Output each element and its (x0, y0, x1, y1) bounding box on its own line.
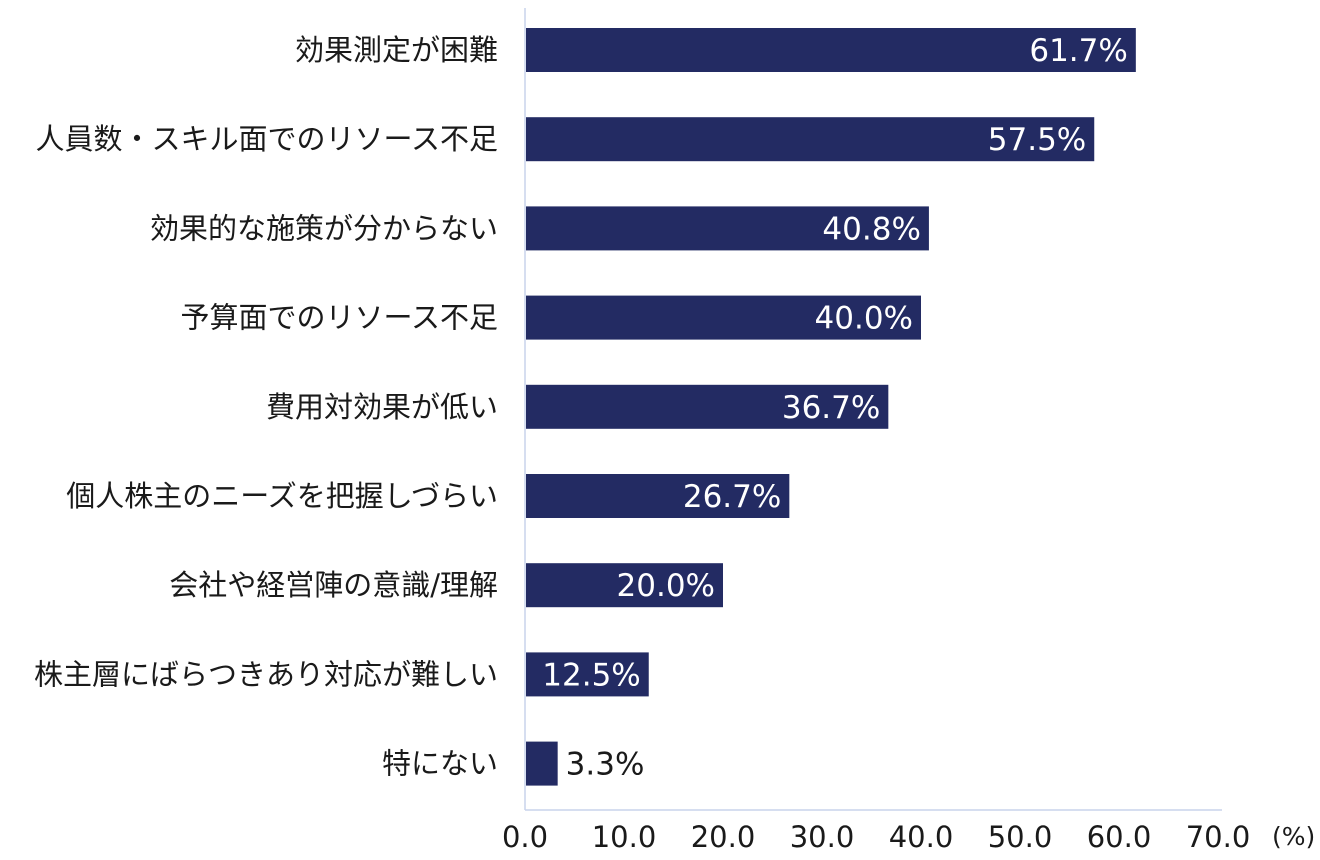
value-label: 36.7% (782, 390, 880, 426)
bar (526, 563, 723, 608)
x-tick-labels: 0.0 10.0 20.0 30.0 40.0 50.0 60.0 70.0 (502, 820, 1250, 854)
bar (526, 741, 558, 786)
value-label: 20.0% (617, 568, 715, 604)
x-unit-label: (%) (1272, 822, 1315, 851)
bar (526, 295, 921, 340)
category-label: 費用対効果が低い (266, 390, 498, 424)
category-label: 効果測定が困難 (295, 33, 498, 67)
x-tick-label: 40.0 (889, 820, 954, 854)
x-tick-label: 10.0 (592, 820, 657, 854)
value-label: 40.8% (822, 211, 920, 247)
bar (526, 384, 889, 429)
value-label: 57.5% (988, 122, 1086, 158)
category-label: 特にない (382, 747, 498, 781)
x-tick-label: 30.0 (790, 820, 855, 854)
category-label: 会社や経営陣の意識/理解 (169, 568, 498, 602)
value-label: 26.7% (683, 479, 781, 515)
x-tick-label: 60.0 (1087, 820, 1152, 854)
bar (526, 117, 1095, 162)
bars-group: 効果測定が困難 61.7% 人員数・スキル面でのリソース不足 57.5% 効果的な施策が… (34, 28, 1136, 786)
value-label: 12.5% (542, 657, 640, 693)
category-label: 予算面でのリソース不足 (180, 301, 498, 335)
x-tick-label: 20.0 (691, 820, 756, 854)
category-label: 効果的な施策が分からない (150, 211, 498, 245)
x-tick-label: 0.0 (502, 820, 548, 854)
x-tick-label: 70.0 (1186, 820, 1251, 854)
value-label: 3.3% (566, 747, 645, 783)
value-label: 40.0% (815, 301, 913, 337)
bar (526, 652, 649, 697)
category-label: 人員数・スキル面でのリソース不足 (35, 122, 498, 156)
category-label: 個人株主のニーズを把握しづらい (66, 479, 498, 513)
value-label: 61.7% (1029, 33, 1127, 69)
bar (526, 28, 1136, 72)
bar (526, 206, 929, 251)
x-tick-label: 50.0 (988, 820, 1053, 854)
bar (526, 474, 790, 518)
category-label: 株主層にばらつきあり対応が難しい (34, 657, 498, 691)
